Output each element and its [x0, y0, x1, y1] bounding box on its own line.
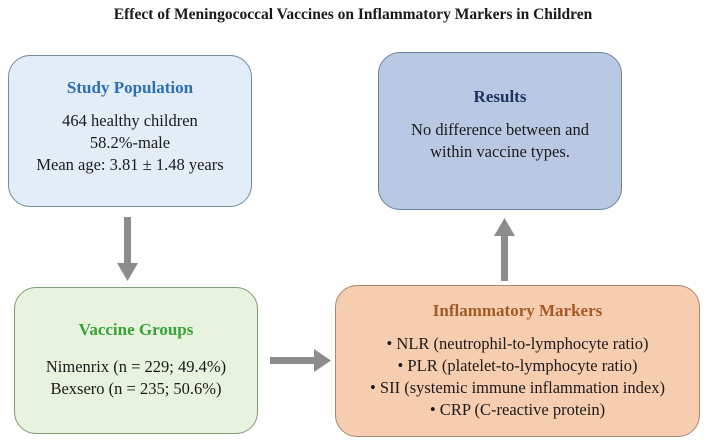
inflammatory-markers-box: Inflammatory Markers • NLR (neutrophil-t… — [335, 285, 700, 437]
arrow-right-icon — [270, 349, 331, 372]
results-line: within vaccine types. — [430, 142, 570, 161]
study-population-line: 58.2%-male — [89, 133, 171, 152]
study-population-header: Study Population — [66, 78, 194, 97]
diagram-title: Effect of Meningococcal Vaccines on Infl… — [113, 6, 593, 23]
marker-item: • CRP (C-reactive protein) — [429, 400, 606, 419]
study-population-line: Mean age: 3.81 ± 1.48 years — [36, 155, 224, 174]
vaccine-groups-header: Vaccine Groups — [78, 320, 194, 339]
marker-item: • SII (systemic immune inflammation inde… — [370, 378, 665, 397]
marker-item: • PLR (platelet-to-lymphocyte ratio) — [397, 356, 638, 375]
study-population-box: Study Population 464 healthy children 58… — [8, 55, 252, 207]
inflammatory-markers-header: Inflammatory Markers — [432, 301, 603, 320]
vaccine-groups-line: Bexsero (n = 235; 50.6%) — [50, 379, 222, 398]
marker-item: • NLR (neutrophil-to-lymphocyte ratio) — [386, 334, 649, 353]
arrow-up-icon — [494, 218, 515, 281]
study-population-line: 464 healthy children — [62, 111, 198, 130]
vaccine-groups-box: Vaccine Groups Nimenrix (n = 229; 49.4%)… — [14, 287, 258, 434]
results-box: Results No difference between and within… — [378, 52, 622, 210]
results-line: No difference between and — [411, 120, 589, 139]
arrow-down-icon — [117, 217, 138, 281]
results-header: Results — [473, 87, 527, 106]
vaccine-groups-line: Nimenrix (n = 229; 49.4%) — [45, 357, 227, 376]
